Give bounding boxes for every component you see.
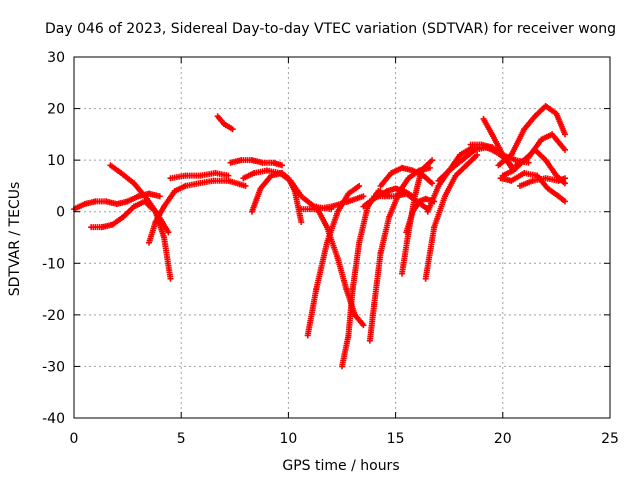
series-s25 — [495, 102, 568, 169]
data-point — [360, 193, 367, 200]
data-point — [229, 126, 236, 133]
series-s11 — [304, 182, 363, 339]
series-s13 — [339, 188, 393, 370]
y-tick-label: 10 — [47, 153, 65, 169]
x-tick-label: 0 — [70, 431, 79, 447]
x-tick-label: 15 — [387, 431, 405, 447]
x-tick-label: 20 — [494, 431, 512, 447]
chart-title: Day 046 of 2023, Sidereal Day-to-day VTE… — [45, 21, 616, 37]
series-s19 — [403, 195, 438, 236]
y-tick-label: 30 — [47, 50, 65, 66]
x-axis-label: GPS time / hours — [282, 458, 399, 474]
series-s1 — [71, 190, 163, 213]
x-tick-label: 5 — [177, 431, 186, 447]
y-axis-label: SDTVAR / TECUs — [7, 182, 23, 297]
series-s5 — [167, 170, 232, 182]
data-point — [474, 151, 481, 158]
data-point — [561, 198, 568, 205]
series-s28 — [516, 175, 568, 189]
data-point — [429, 180, 436, 187]
series-s4 — [146, 177, 249, 246]
plot-frame — [73, 56, 611, 419]
data-point — [561, 180, 568, 187]
data-point — [225, 172, 232, 179]
x-tick-label: 25 — [601, 431, 619, 447]
data-point — [242, 182, 249, 189]
data-point — [356, 182, 363, 189]
series-s7 — [227, 157, 285, 169]
y-tick-label: 0 — [56, 205, 65, 221]
data-point — [561, 131, 568, 138]
series-s20 — [422, 151, 481, 282]
y-tick-label: 20 — [47, 102, 65, 118]
data-point — [167, 275, 174, 282]
data-point — [429, 157, 436, 164]
y-tick-label: -10 — [42, 256, 65, 272]
data-point — [561, 146, 568, 153]
series-s6 — [214, 113, 236, 133]
y-tick-label: -30 — [42, 359, 65, 375]
data-point — [360, 322, 367, 329]
data-point — [165, 229, 172, 236]
data-series — [71, 102, 568, 370]
series-s3 — [107, 162, 172, 236]
data-point — [298, 219, 305, 226]
data-point — [278, 162, 285, 169]
data-point — [426, 164, 433, 171]
y-tick-label: -20 — [42, 308, 65, 324]
data-point — [156, 193, 163, 200]
axis-ticks: 0 5 10 15 20 25 -40 -30 -20 -10 0 10 20 30 — [42, 50, 619, 447]
y-tick-label: -40 — [42, 411, 65, 427]
series-s27 — [499, 146, 568, 187]
series-s8 — [248, 170, 305, 226]
series-s29 — [497, 170, 568, 205]
data-point — [525, 159, 532, 166]
series-s21 — [424, 144, 502, 215]
series-s12 — [313, 203, 367, 329]
data-point — [561, 175, 568, 182]
series-s17 — [377, 164, 436, 189]
x-tick-label: 10 — [279, 431, 297, 447]
